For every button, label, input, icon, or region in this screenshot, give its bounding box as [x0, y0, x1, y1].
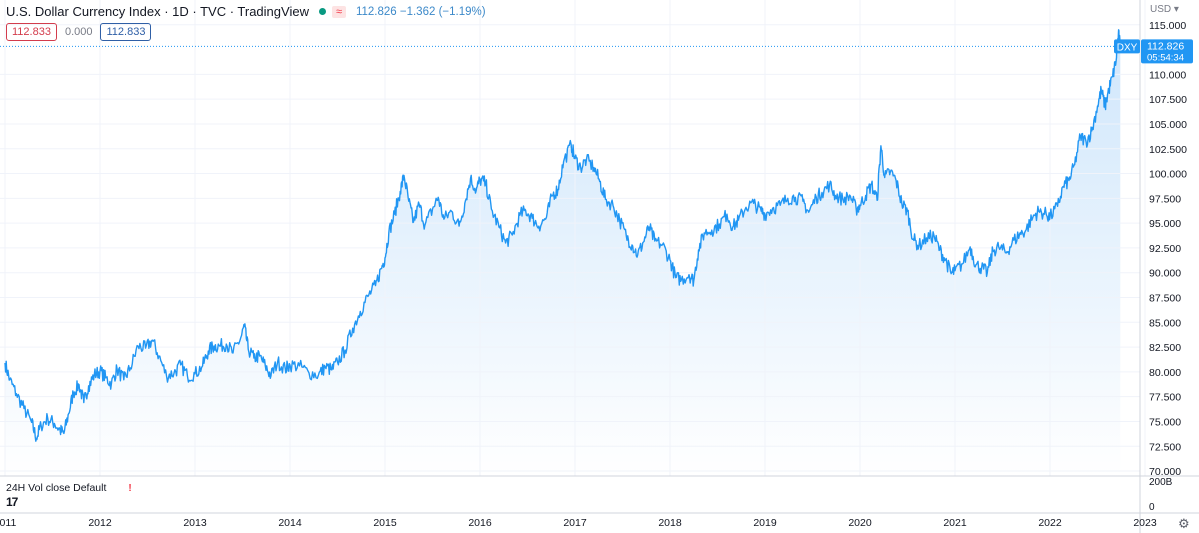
y-tick-label: 82.500 [1149, 342, 1181, 354]
market-status-dot [318, 8, 326, 15]
x-tick-label: 2014 [278, 517, 302, 529]
y-tick-label: 92.500 [1149, 243, 1181, 255]
y-tick-label: 90.000 [1149, 268, 1181, 280]
warning-icon[interactable]: ! [128, 482, 132, 494]
x-tick-label: 2018 [658, 517, 682, 529]
x-tick-label: 2012 [88, 517, 112, 529]
chart-header: U.S. Dollar Currency Index · 1D · TVC · … [6, 4, 486, 19]
quote-change: 112.826 −1.362 (−1.19%) [355, 5, 486, 18]
x-tick-label: 2013 [183, 517, 207, 529]
y-tick-label: 97.500 [1149, 193, 1181, 205]
x-tick-label: 2021 [943, 517, 967, 529]
price-tag-value: 112.826 [1147, 40, 1184, 52]
y-tick-label: 87.500 [1149, 293, 1181, 305]
x-tick-label: 2023 [1133, 517, 1157, 529]
volume-tick-label: 200B [1149, 477, 1173, 488]
tradingview-logo[interactable]: 17 [6, 495, 18, 509]
series-area-fill [5, 29, 1121, 477]
y-tick-label: 100.000 [1149, 169, 1187, 181]
currency-dropdown[interactable]: USD ▾ [1150, 4, 1179, 15]
x-tick-label: 2020 [848, 517, 872, 529]
volume-label: 24H Vol close Default [6, 482, 107, 494]
bid-ask-row: 112.833 0.000 112.833 [6, 23, 152, 41]
y-tick-label: 115.000 [1149, 20, 1186, 32]
x-tick-label: 2016 [468, 517, 492, 529]
volume-tick-label: 0 [1149, 502, 1155, 513]
y-tick-label: 77.500 [1149, 392, 1181, 404]
y-tick-label: 95.000 [1149, 218, 1181, 230]
symbol-tag-label: DXY [1117, 42, 1138, 53]
symbol-title[interactable]: U.S. Dollar Currency Index · 1D · TVC · … [6, 4, 309, 19]
y-tick-label: 107.500 [1149, 94, 1187, 106]
x-tick-label: 2015 [373, 517, 397, 529]
y-tick-label: 85.000 [1149, 317, 1181, 329]
price-tag-countdown: 05:54:34 [1147, 52, 1184, 63]
y-tick-label: 80.000 [1149, 367, 1181, 379]
price-tag-box[interactable] [1141, 39, 1193, 64]
x-tick-label: 2011 [0, 517, 16, 529]
bid-price[interactable]: 112.833 [6, 23, 57, 41]
spread-value: 0.000 [64, 26, 93, 38]
series-line-dxy[interactable] [4, 29, 1121, 442]
y-tick-label: 72.500 [1149, 441, 1181, 453]
y-tick-label: 75.000 [1149, 416, 1181, 428]
x-tick-label: 2017 [563, 517, 587, 529]
ask-price[interactable]: 112.833 [100, 23, 152, 41]
eq-icon[interactable]: ≈ [331, 5, 346, 18]
symbol-tag-box[interactable] [1114, 39, 1140, 54]
y-tick-label: 110.000 [1149, 69, 1186, 81]
y-tick-label: 105.000 [1149, 119, 1187, 131]
gear-icon[interactable]: ⚙ [1178, 516, 1190, 531]
x-tick-label: 2022 [1038, 517, 1062, 529]
volume-legend: 24H Vol close Default ! [6, 482, 132, 494]
x-tick-label: 2019 [753, 517, 777, 529]
y-tick-label: 102.500 [1149, 144, 1187, 156]
y-tick-label: 70.000 [1149, 466, 1181, 478]
